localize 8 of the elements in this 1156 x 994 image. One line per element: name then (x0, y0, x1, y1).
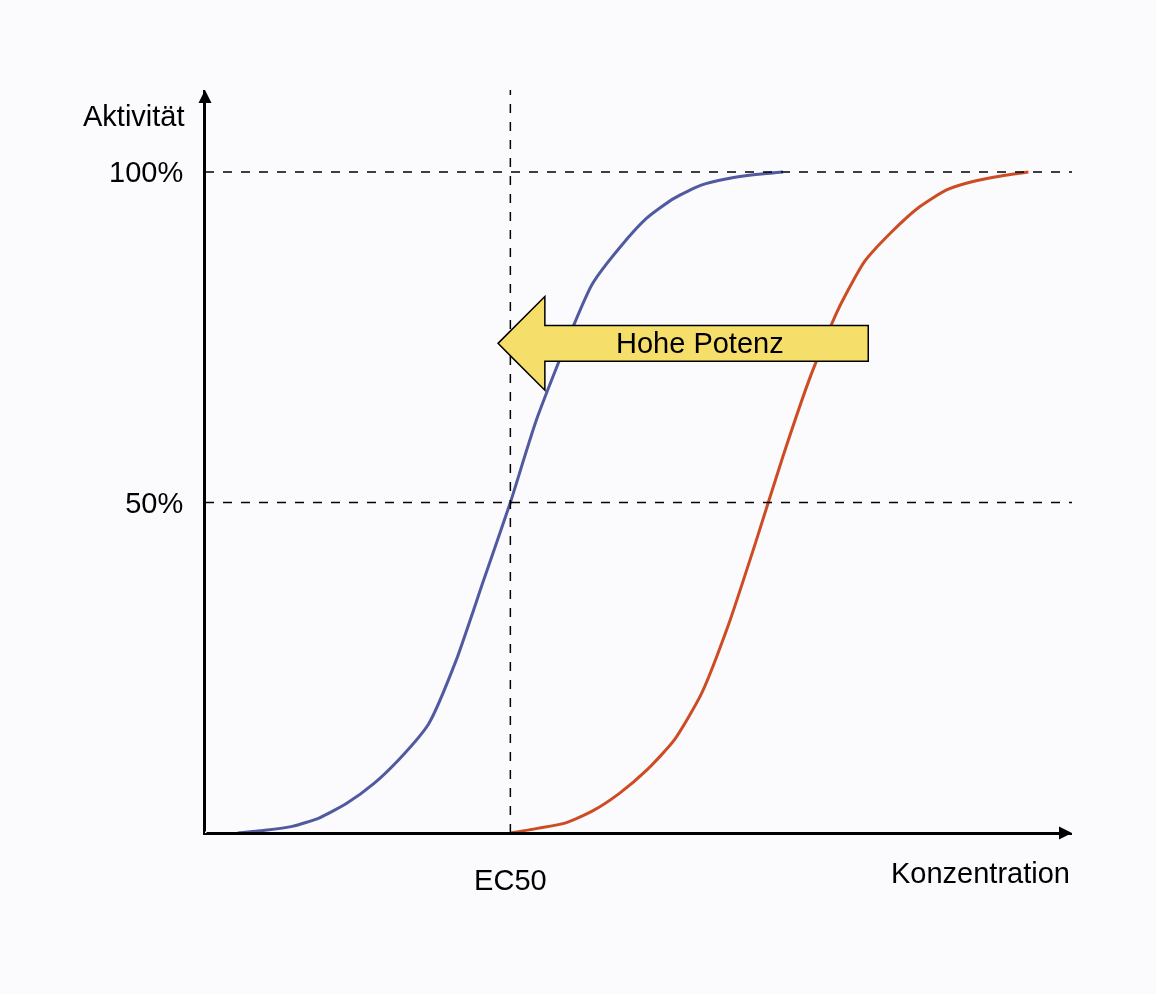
line-series (508, 170, 1030, 833)
annotation: Hohe Potenz (616, 327, 784, 359)
y-tick-label: 100% (109, 156, 184, 189)
y-tick-label: 50% (125, 486, 184, 519)
y-axis-title: Aktivität (83, 100, 185, 132)
line-series (236, 170, 785, 833)
x-tick-label: EC50 (474, 863, 547, 896)
x-axis-title: Konzentration (891, 857, 1070, 889)
